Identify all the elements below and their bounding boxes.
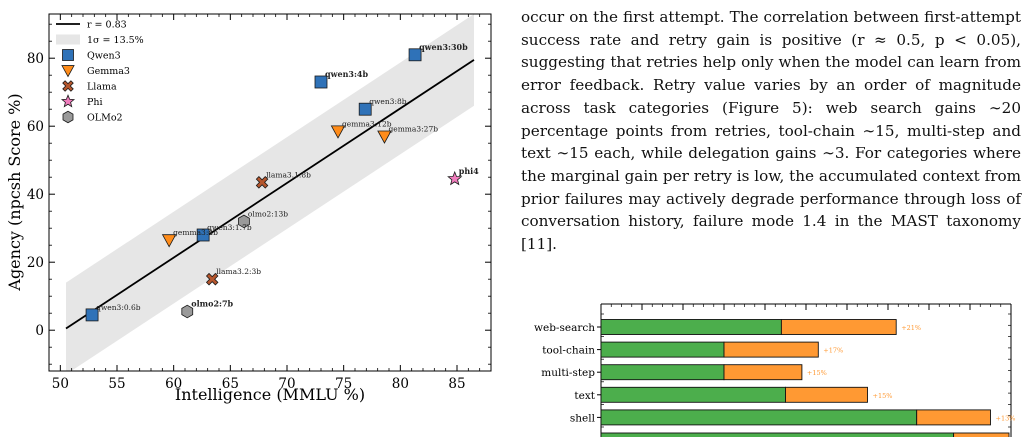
x-axis-label: Intelligence (MMLU %)	[175, 385, 365, 404]
bar-data-label: +21%	[901, 324, 921, 332]
point-label: llama3.2:3b	[216, 267, 261, 276]
body-paragraph: occur on the first attempt. The correlat…	[521, 8, 1021, 254]
bar-category-label: web-search	[534, 322, 595, 334]
bar-retry-gain	[780, 319, 897, 335]
scatter-point	[85, 308, 99, 322]
bar-success	[600, 319, 782, 335]
legend-label: Llama	[87, 82, 117, 93]
scatter-point	[447, 170, 463, 186]
point-label: qwen3:1.7b	[207, 223, 252, 232]
x-tick-label: 65	[222, 376, 239, 392]
y-tick-label: 20	[27, 255, 44, 271]
point-label: phi4	[459, 166, 479, 176]
bar-retry-cropped	[953, 432, 1010, 437]
y-tick-label: 0	[35, 323, 44, 339]
scatter-point	[238, 214, 250, 229]
scatter-figure: qwen3:30b qwen3:4b qwen3:8b qwen3:1.7b qwen3…	[5, 13, 492, 404]
sigma-band	[66, 14, 474, 371]
x-tick-label: 50	[52, 376, 69, 392]
scatter-point	[255, 176, 269, 189]
x-tick-label: 70	[278, 376, 295, 392]
bar-retry-gain	[723, 341, 819, 358]
scatter-point	[330, 125, 346, 139]
bar-category-label: shell	[570, 412, 596, 424]
point-label: olmo2:7b	[191, 299, 233, 309]
scatter-point	[161, 234, 177, 248]
legend-marker	[62, 80, 74, 92]
legend: r = 0.83 1σ = 13.5% Qwen3 Gemma3 Llama Phi OLM…	[56, 20, 144, 124]
legend-label: r = 0.83	[87, 20, 127, 31]
legend-label: OLMo2	[87, 113, 123, 124]
scatter-point	[196, 228, 210, 242]
scatter-point	[205, 272, 219, 286]
legend-label: 1σ = 13.5%	[87, 35, 144, 46]
scatter-point	[181, 304, 194, 319]
x-tick-label: 75	[335, 376, 352, 392]
bar-data-label: +15%	[873, 392, 893, 400]
x-tick-label: 80	[392, 376, 409, 392]
bar-category-label: tool-chain	[542, 345, 595, 357]
scatter-frame	[48, 13, 492, 372]
bar-success	[600, 386, 786, 403]
bar-category-label: multi-step	[541, 367, 595, 379]
scatter-point	[377, 130, 392, 144]
bar-data-label: +13%	[996, 414, 1016, 422]
point-label: qwen3:4b	[325, 69, 368, 79]
y-tick-label: 60	[27, 119, 44, 135]
scatter-point	[408, 48, 422, 62]
legend-marker	[60, 94, 76, 108]
bar-retry-gain	[916, 409, 991, 426]
regression-line	[65, 59, 475, 330]
bar-category-label: text	[574, 390, 595, 402]
legend-label: Phi	[87, 97, 103, 108]
point-label: olmo2:13b	[248, 209, 288, 218]
bar-success	[600, 341, 725, 358]
legend-marker	[62, 49, 74, 61]
y-tick-label: 80	[27, 51, 44, 67]
bar-success	[600, 409, 918, 426]
bar-data-label: +15%	[807, 369, 827, 377]
legend-label: Gemma3	[87, 66, 130, 77]
scatter-point	[358, 102, 372, 116]
point-label: gemma3:12b	[342, 119, 392, 128]
x-tick-label: 60	[165, 376, 182, 392]
bar-retry-gain	[723, 364, 803, 381]
bar-success-cropped	[600, 432, 955, 437]
x-tick-label: 55	[108, 376, 125, 392]
point-label: llama3.1:8b	[266, 170, 311, 179]
y-axis-label: Agency (npcsh Score %)	[5, 93, 24, 291]
point-label: qwen3:0.6b	[96, 303, 141, 312]
point-label: gemma3:27b	[388, 124, 438, 133]
legend-label: Qwen3	[87, 51, 121, 62]
bar-data-label: +17%	[823, 347, 843, 355]
bar-retry-gain	[785, 386, 868, 403]
point-label: qwen3:8b	[369, 97, 407, 106]
point-label: qwen3:30b	[419, 42, 468, 52]
x-tick-label: 85	[448, 376, 465, 392]
legend-marker	[62, 110, 74, 124]
point-label: gemma3:4b	[173, 228, 218, 237]
y-tick-label: 40	[27, 187, 44, 203]
bar-success	[600, 364, 725, 381]
legend-marker	[61, 65, 75, 78]
legend-band-swatch	[56, 34, 80, 45]
bar-figure: web-searchtool-chainmulti-steptextshell …	[534, 303, 1016, 437]
scatter-point	[314, 75, 328, 89]
